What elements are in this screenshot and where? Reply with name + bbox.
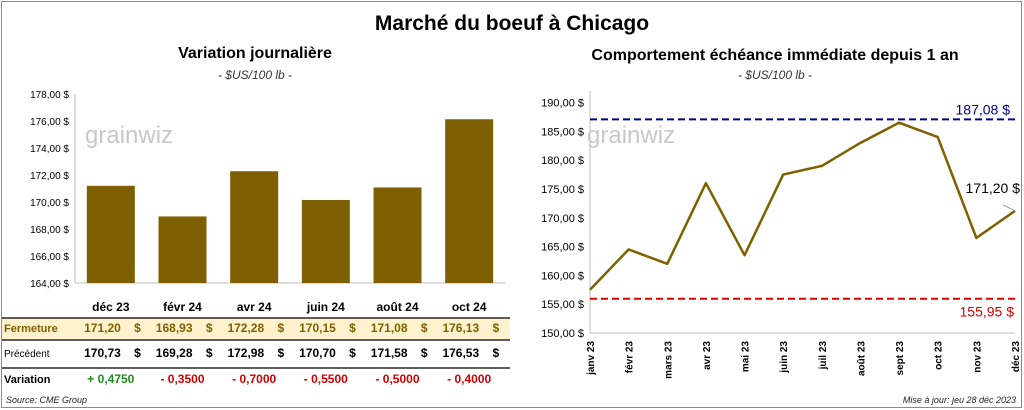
row-label-precedent: Précédent (4, 349, 50, 360)
left-y-tick-label: 170,00 $ (30, 198, 69, 209)
right-y-tick-label: 150,00 $ (541, 328, 584, 340)
fermeture-currency: $ (421, 321, 428, 335)
left-chart-unit: - $US/100 lb - (217, 68, 293, 82)
x-category-label: août 24 (376, 300, 418, 314)
precedent-value: 169,28 (156, 346, 193, 360)
bar-déc-23 (86, 185, 135, 283)
max-label: 187,08 $ (956, 101, 1011, 117)
bar-oct-24 (445, 119, 494, 284)
variation-value: - 0,5500 (304, 372, 348, 386)
x-month-tick-label: mars 23 (663, 341, 674, 379)
right-y-tick-label: 155,00 $ (541, 299, 584, 311)
brand-watermark-right: grainwiz (587, 122, 675, 149)
fermeture-value: 172,28 (227, 321, 264, 335)
right-y-tick-label: 170,00 $ (541, 213, 584, 225)
precedent-value: 171,58 (371, 346, 408, 360)
left-y-tick-label: 164,00 $ (30, 279, 69, 290)
left-y-tick-label: 178,00 $ (30, 90, 69, 101)
x-month-tick-label: déc 23 (1011, 341, 1022, 373)
x-month-tick-label: janv 23 (586, 341, 597, 376)
x-category-label: févr 24 (163, 300, 202, 314)
fermeture-currency: $ (134, 321, 141, 335)
variation-value: + 0,4750 (87, 372, 134, 386)
x-month-tick-label: mai 23 (741, 341, 752, 373)
fermeture-value: 168,93 (156, 321, 193, 335)
precedent-currency: $ (206, 346, 213, 360)
precedent-value: 170,73 (84, 346, 121, 360)
x-month-tick-label: août 23 (856, 341, 867, 376)
right-y-tick-label: 190,00 $ (541, 98, 584, 110)
fermeture-currency: $ (492, 321, 499, 335)
variation-value: - 0,3500 (160, 372, 204, 386)
precedent-currency: $ (349, 346, 356, 360)
right-y-tick-label: 175,00 $ (541, 184, 584, 196)
row-label-variation: Variation (4, 374, 51, 386)
min-label: 155,95 $ (960, 304, 1015, 320)
x-category-label: oct 24 (452, 300, 487, 314)
main-title: Marché du boeuf à Chicago (374, 12, 650, 35)
last-value-label: 171,20 $ (966, 180, 1021, 196)
precedent-value: 170,70 (299, 346, 336, 360)
source-note: Source: CME Group (6, 395, 88, 405)
brand-watermark-left: grainwiz (85, 122, 173, 149)
x-month-tick-label: juil 23 (818, 341, 829, 371)
right-y-tick-label: 185,00 $ (541, 126, 584, 138)
variation-value: - 0,7000 (232, 372, 276, 386)
fermeture-value: 170,15 (299, 321, 336, 335)
last-value-leader (1002, 204, 1016, 212)
variation-value: - 0,4000 (447, 372, 491, 386)
update-note: Mise à jour: jeu 28 déc 2023 (902, 395, 1016, 405)
right-y-tick-label: 160,00 $ (541, 270, 584, 282)
fermeture-currency: $ (206, 321, 213, 335)
x-category-label: déc 23 (92, 300, 130, 314)
bar-févr-24 (158, 216, 207, 283)
left-y-tick-label: 172,00 $ (30, 171, 69, 182)
fermeture-row-background (2, 318, 510, 340)
fermeture-value: 171,08 (371, 321, 408, 335)
x-month-tick-label: févr 23 (625, 341, 636, 374)
bar-avr-24 (230, 171, 279, 283)
x-month-tick-label: juin 23 (779, 341, 790, 374)
x-month-tick-label: avr 23 (702, 341, 713, 370)
left-y-tick-label: 174,00 $ (30, 144, 69, 155)
price-line-series (589, 121, 1016, 291)
fermeture-currency: $ (277, 321, 284, 335)
fermeture-currency: $ (349, 321, 356, 335)
fermeture-value: 176,13 (442, 321, 479, 335)
left-y-tick-label: 168,00 $ (30, 225, 69, 236)
x-month-tick-label: oct 23 (934, 341, 945, 370)
precedent-currency: $ (492, 346, 499, 360)
precedent-currency: $ (134, 346, 141, 360)
variation-value: - 0,5000 (375, 372, 419, 386)
fermeture-value: 171,20 (84, 321, 121, 335)
bar-juin-24 (301, 199, 350, 283)
x-category-label: juin 24 (306, 300, 345, 314)
precedent-value: 176,53 (442, 346, 479, 360)
right-chart-unit: - $US/100 lb - (737, 68, 813, 82)
right-y-tick-label: 180,00 $ (541, 155, 584, 167)
row-label-fermeture: Fermeture (4, 323, 58, 335)
left-y-tick-label: 176,00 $ (30, 117, 69, 128)
right-y-tick-label: 165,00 $ (541, 242, 584, 254)
right-chart-title: Comportement échéance immédiate depuis 1… (591, 47, 959, 64)
precedent-value: 172,98 (227, 346, 264, 360)
precedent-currency: $ (277, 346, 284, 360)
left-chart-title: Variation journalière (178, 45, 332, 62)
left-y-tick-label: 166,00 $ (30, 252, 69, 263)
x-category-label: avr 24 (237, 300, 272, 314)
x-month-tick-label: sept 23 (895, 341, 906, 376)
bar-août-24 (373, 187, 422, 283)
x-month-tick-label: nov 23 (972, 341, 983, 373)
precedent-currency: $ (421, 346, 428, 360)
